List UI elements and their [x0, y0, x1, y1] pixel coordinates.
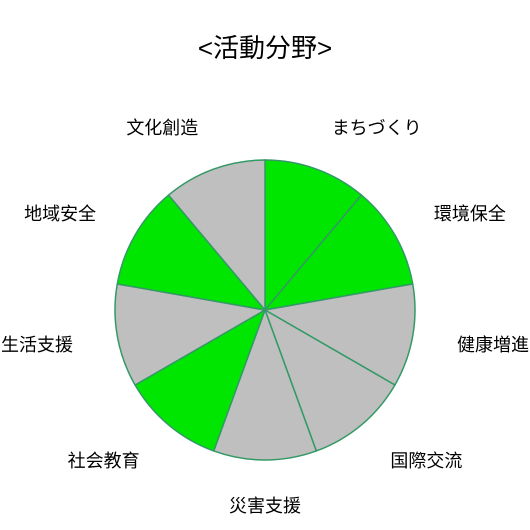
slice-label: 文化創造 — [126, 114, 198, 140]
slice-label: 国際交流 — [390, 447, 462, 473]
slice-label: 環境保全 — [434, 200, 506, 226]
slice-label: 社会教育 — [68, 447, 140, 473]
slice-label: 災害支援 — [229, 492, 301, 518]
slice-label: 地域安全 — [24, 200, 96, 226]
slice-label: 健康増進 — [457, 331, 529, 357]
slice-label: 生活支援 — [1, 331, 73, 357]
slice-label: まちづくり — [332, 114, 422, 140]
chart-container: <活動分野> まちづくり環境保全健康増進国際交流災害支援社会教育生活支援地域安全… — [0, 0, 530, 530]
